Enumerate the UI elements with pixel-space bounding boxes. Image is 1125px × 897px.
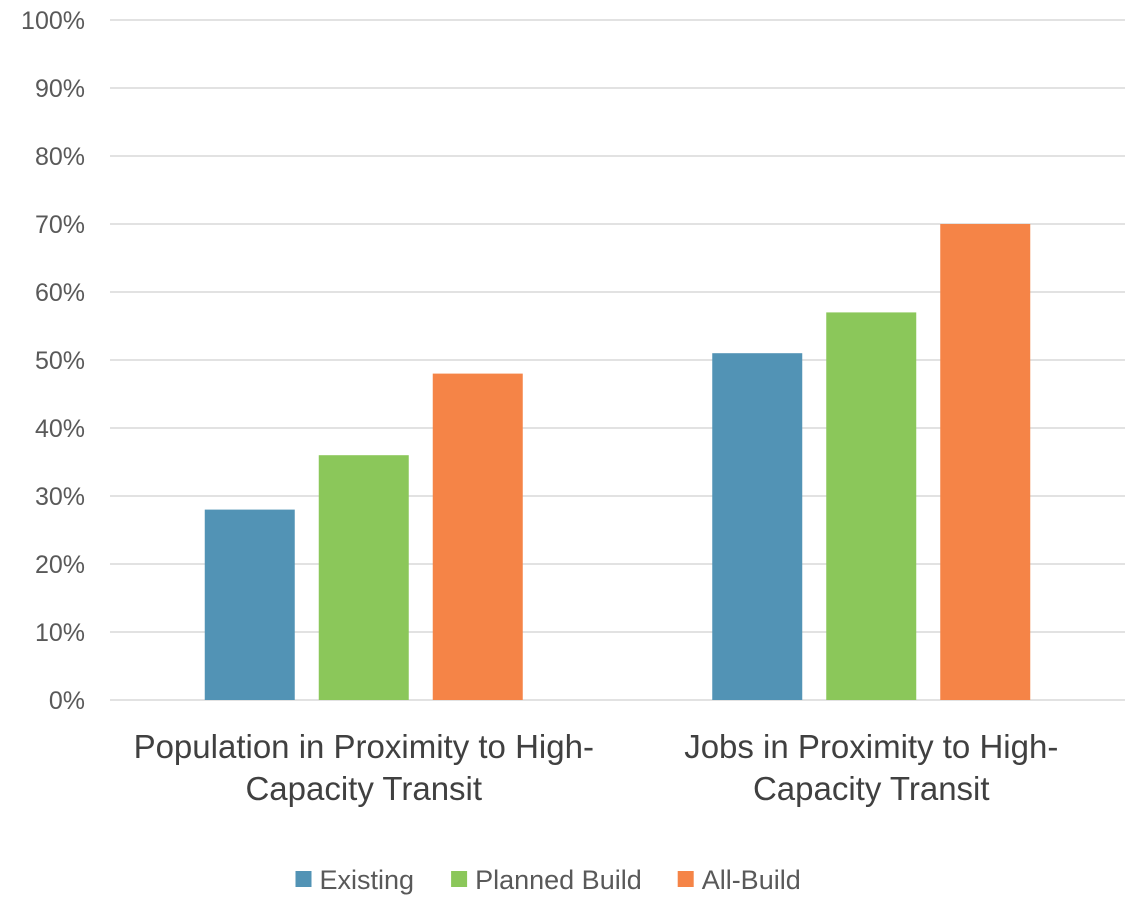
y-axis-tick-labels: 0% 10% 20% 30% 40% 50% 60% 70% 80% 90% 100% xyxy=(21,7,85,715)
category-label: Capacity Transit xyxy=(753,770,990,807)
legend: Existing Planned Build All-Build xyxy=(295,865,801,895)
y-tick-label: 50% xyxy=(35,347,85,375)
category-label: Population in Proximity to High- xyxy=(134,728,594,765)
legend-swatch-existing xyxy=(295,871,312,887)
y-tick-label: 40% xyxy=(35,415,85,443)
y-tick-label: 0% xyxy=(49,687,85,715)
bars xyxy=(204,224,1031,700)
y-tick-label: 60% xyxy=(35,279,85,307)
legend-label-all-build: All-Build xyxy=(702,865,801,895)
y-tick-label: 90% xyxy=(35,75,85,103)
bar-all-build-1 xyxy=(432,373,523,700)
y-tick-label: 100% xyxy=(21,7,85,35)
y-tick-label: 10% xyxy=(35,619,85,647)
bar-all-build-2 xyxy=(940,224,1031,700)
category-label: Jobs in Proximity to High- xyxy=(684,728,1058,765)
category-label: Capacity Transit xyxy=(245,770,482,807)
bar-existing-2 xyxy=(712,353,803,700)
legend-label-existing: Existing xyxy=(320,865,415,895)
legend-swatch-all-build xyxy=(677,871,694,887)
y-tick-label: 30% xyxy=(35,483,85,511)
category-labels: Population in Proximity to High- Capacity… xyxy=(134,728,1059,807)
bar-planned-build-2 xyxy=(826,312,917,700)
bar-existing-1 xyxy=(204,509,295,700)
legend-label-planned-build: Planned Build xyxy=(475,865,642,895)
y-tick-label: 70% xyxy=(35,211,85,239)
legend-swatch-planned-build xyxy=(451,871,468,887)
y-tick-label: 20% xyxy=(35,551,85,579)
bar-planned-build-1 xyxy=(318,455,409,700)
y-tick-label: 80% xyxy=(35,143,85,171)
